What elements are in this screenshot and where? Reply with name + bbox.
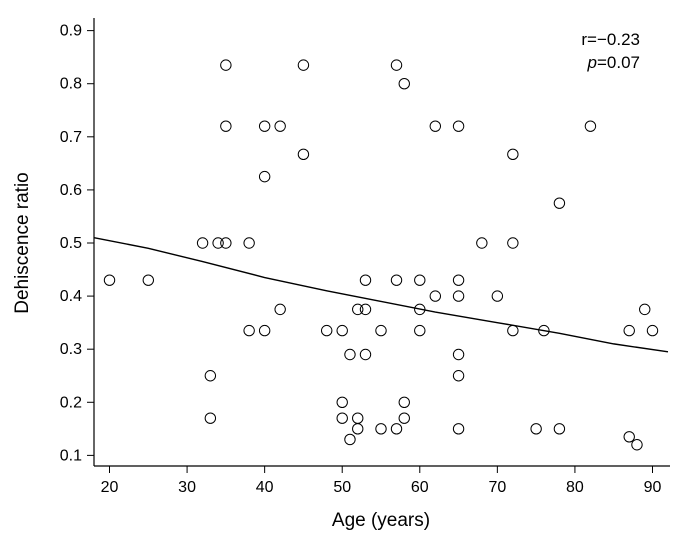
x-tick-label: 90 [644, 479, 662, 496]
chart-svg: 0.1 0.2 0.3 0.4 0.5 0.6 0.7 0.8 0.9 20 30 40 50 60 70 8… [0, 0, 700, 546]
y-tick-label: 0.6 [60, 182, 82, 199]
stat-r: r=−0.23 [581, 30, 640, 49]
x-axis-label: Age (years) [332, 510, 430, 531]
y-tick-label: 0.8 [60, 76, 82, 93]
chart-bg [0, 0, 700, 546]
x-tick-label: 40 [256, 479, 274, 496]
x-tick-label: 50 [333, 479, 351, 496]
y-tick-label: 0.9 [60, 23, 82, 40]
y-tick-label: 0.1 [60, 447, 82, 464]
x-tick-label: 60 [411, 479, 429, 496]
y-tick-label: 0.2 [60, 394, 82, 411]
y-tick-label: 0.3 [60, 341, 82, 358]
y-tick-label: 0.4 [60, 288, 82, 305]
y-tick-label: 0.7 [60, 129, 82, 146]
x-tick-label: 20 [101, 479, 119, 496]
y-tick-label: 0.5 [60, 235, 82, 252]
x-tick-label: 80 [566, 479, 584, 496]
y-axis-label: Dehiscence ratio [12, 172, 33, 314]
stat-p: p=0.07 [587, 53, 640, 72]
scatter-chart: 0.1 0.2 0.3 0.4 0.5 0.6 0.7 0.8 0.9 20 30 40 50 60 70 8… [0, 0, 700, 546]
x-tick-label: 30 [178, 479, 196, 496]
x-tick-label: 70 [488, 479, 506, 496]
